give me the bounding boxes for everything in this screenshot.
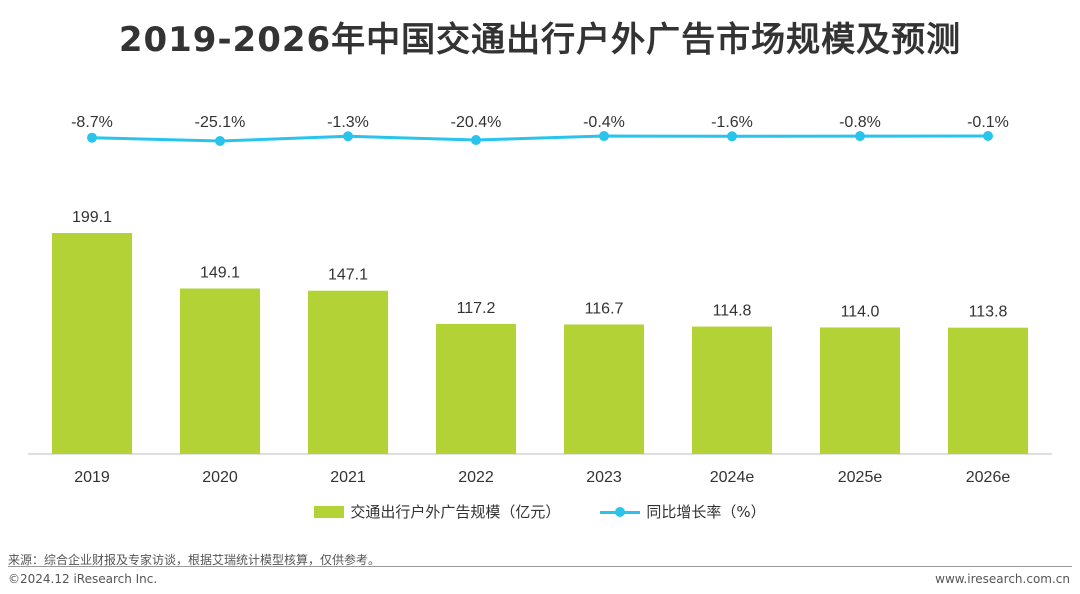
legend-bar-label: 交通出行户外广告规模（亿元） [350,503,561,521]
legend-line-label: 同比增长率（%） [646,503,766,521]
growth-point [471,135,481,146]
bar-2026e [948,327,1028,454]
growth-rate-label: -20.4% [451,114,502,131]
growth-point [87,132,97,143]
growth-rate-label: -25.1% [195,114,246,131]
x-tick-label: 2020 [202,469,238,486]
bar-value-label: 116.7 [585,300,624,317]
growth-rate-label: -1.3% [327,114,369,131]
growth-rate-label: -0.4% [583,114,625,131]
website: www.iresearch.com.cn [935,572,1070,586]
growth-point [215,136,225,146]
bar-value-label: 114.0 [841,303,880,320]
bar-value-label: 113.8 [969,304,1008,321]
legend-item-bar: 交通出行户外广告规模（亿元） [314,501,560,522]
x-tick-label: 2025e [838,469,883,486]
x-tick-label: 2024e [710,469,755,486]
x-tick-label: 2022 [458,469,494,486]
bar-2020 [180,288,260,454]
bar-2023 [564,324,644,454]
legend-item-line: 同比增长率（%） [600,501,766,522]
x-tick-label: 2023 [586,469,622,486]
source-note: 来源：综合企业财报及专家访谈，根据艾瑞统计模型核算，仅供参考。 [8,553,381,567]
bar-value-label: 117.2 [457,300,496,317]
copyright: ©2024.12 iResearch Inc. [8,572,158,586]
bar-value-label: 199.1 [72,209,112,226]
growth-point [599,131,609,142]
bar-2024e [692,326,772,454]
legend-bar-swatch [314,505,345,518]
growth-point [983,131,993,141]
x-tick-label: 2019 [74,469,110,486]
legend: 交通出行户外广告规模（亿元） 同比增长率（%） [0,501,1080,522]
legend-line-swatch [600,505,641,519]
growth-rate-label: -8.7% [71,114,113,131]
bar-value-label: 114.8 [713,303,752,320]
bar-2025e [820,327,900,454]
growth-point [727,131,737,142]
growth-rate-label: -0.8% [839,114,881,131]
bar-value-label: 149.1 [200,264,240,281]
bar-2021 [308,290,388,454]
x-tick-label: 2021 [330,469,366,486]
chart-title: 2019-2026年中国交通出行户外广告市场规模及预测 [118,20,962,60]
bar-value-label: 147.1 [328,267,368,284]
bar-2022 [436,323,516,454]
growth-rate-line [91,134,989,143]
growth-rate-label: -0.1% [967,114,1009,131]
x-tick-label: 2026e [966,469,1011,486]
bar-2019 [52,233,132,454]
growth-point [855,131,865,142]
growth-point [343,131,353,142]
growth-rate-label: -1.6% [711,114,753,131]
footer-divider [8,566,1072,567]
